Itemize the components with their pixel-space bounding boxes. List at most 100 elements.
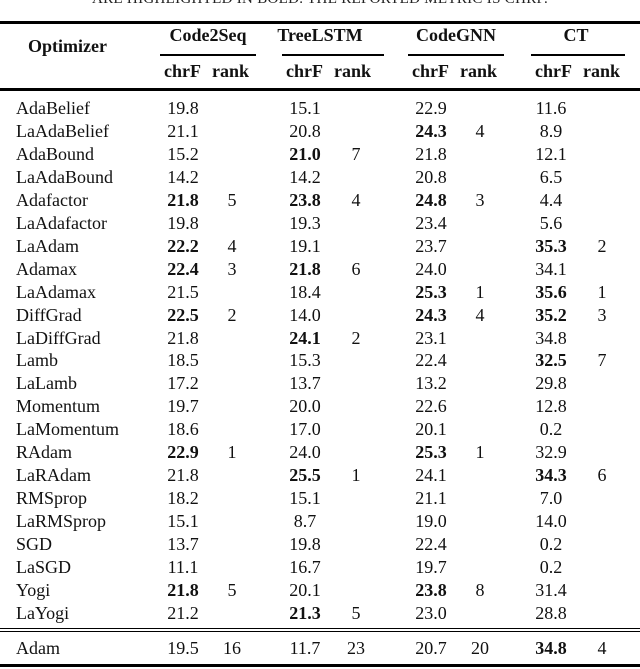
chrf-value: 17.2 xyxy=(167,373,199,394)
optimizer-name: Momentum xyxy=(16,396,100,417)
chrf-value: 25.5 xyxy=(289,465,321,486)
chrf-value: 15.3 xyxy=(289,350,321,371)
chrf-value: 19.8 xyxy=(289,534,321,555)
optimizer-name: RMSprop xyxy=(16,488,88,509)
chrf-value: 19.8 xyxy=(167,212,199,233)
chrf-value: 20.1 xyxy=(415,419,447,440)
table-caption: ARE HIGHLIGHTED IN BOLD. THE REPORTED ME… xyxy=(0,0,640,8)
chrf-value: 32.9 xyxy=(535,442,567,463)
chrf-value: 19.1 xyxy=(289,235,321,256)
rank-value: 6 xyxy=(351,258,361,279)
rank-value: 3 xyxy=(597,304,607,325)
chrf-value: 11.6 xyxy=(535,98,567,118)
optimizer-name: Adam xyxy=(16,638,60,658)
header-metric: chrF xyxy=(412,61,449,81)
chrf-value: 24.8 xyxy=(415,189,447,210)
chrf-value: 15.1 xyxy=(167,511,199,532)
chrf-value: 21.1 xyxy=(167,120,199,141)
chrf-value: 20.1 xyxy=(289,579,321,600)
chrf-value: 34.8 xyxy=(535,638,567,658)
chrf-value: 19.0 xyxy=(415,511,447,532)
rank-value: 5 xyxy=(351,602,361,623)
chrf-value: 18.4 xyxy=(289,281,321,302)
chrf-value: 22.4 xyxy=(415,350,447,371)
chrf-value: 22.2 xyxy=(167,235,199,256)
optimizer-name: LaSGD xyxy=(16,557,71,577)
header-group: Code2Seq xyxy=(169,25,247,45)
chrf-value: 35.3 xyxy=(535,235,567,256)
chrf-value: 23.0 xyxy=(415,602,447,623)
optimizer-name: Yogi xyxy=(16,579,51,600)
optimizer-name: LaAdam xyxy=(16,235,79,256)
chrf-value: 8.7 xyxy=(293,511,317,532)
chrf-value: 32.5 xyxy=(535,350,567,371)
rank-value: 23 xyxy=(347,638,365,658)
chrf-value: 0.2 xyxy=(539,419,563,440)
optimizer-name: AdaBound xyxy=(16,143,94,164)
chrf-value: 13.7 xyxy=(289,373,321,394)
optimizer-name: LaLamb xyxy=(16,373,77,394)
header-group: TreeLSTM xyxy=(277,25,363,45)
chrf-value: 21.0 xyxy=(289,143,321,164)
group-underline xyxy=(160,54,256,56)
header-rank: rank xyxy=(212,61,250,81)
header-optimizer: Optimizer xyxy=(28,36,107,56)
optimizer-name: LaDiffGrad xyxy=(16,327,101,348)
chrf-value: 14.2 xyxy=(167,166,199,187)
chrf-value: 21.8 xyxy=(167,579,199,600)
chrf-value: 34.3 xyxy=(535,465,567,486)
chrf-value: 21.1 xyxy=(415,488,447,509)
header-metric: chrF xyxy=(535,61,572,81)
chrf-value: 24.0 xyxy=(415,258,447,279)
header-rule xyxy=(0,88,640,91)
chrf-value: 19.3 xyxy=(289,212,321,233)
chrf-value: 19.7 xyxy=(167,396,199,417)
optimizer-name: SGD xyxy=(16,534,53,555)
chrf-value: 35.2 xyxy=(535,304,567,325)
rank-value: 16 xyxy=(223,638,241,658)
rank-value: 5 xyxy=(227,189,237,210)
chrf-value: 24.3 xyxy=(415,120,447,141)
chrf-value: 19.7 xyxy=(415,557,447,577)
group-underline xyxy=(282,54,384,56)
chrf-value: 13.7 xyxy=(167,534,199,555)
rank-value: 2 xyxy=(597,235,607,256)
chrf-value: 21.8 xyxy=(289,258,321,279)
chrf-value: 31.4 xyxy=(535,579,567,600)
chrf-value: 11.1 xyxy=(167,557,199,577)
chrf-value: 23.4 xyxy=(415,212,447,233)
chrf-value: 20.8 xyxy=(415,166,447,187)
optimizer-name: Lamb xyxy=(16,350,58,371)
double-rule-bottom xyxy=(0,631,640,632)
header-rank: rank xyxy=(583,61,621,81)
chrf-value: 21.8 xyxy=(167,327,199,348)
chrf-value: 8.9 xyxy=(539,120,563,141)
optimizer-name: LaAdafactor xyxy=(16,212,107,233)
optimizer-name: Adamax xyxy=(16,258,77,279)
chrf-value: 23.7 xyxy=(415,235,447,256)
chrf-value: 21.8 xyxy=(167,465,199,486)
header-metric: chrF xyxy=(164,61,201,81)
chrf-value: 4.4 xyxy=(539,189,563,210)
chrf-value: 14.0 xyxy=(289,304,321,325)
chrf-value: 15.1 xyxy=(289,98,321,118)
rank-value: 2 xyxy=(351,327,361,348)
optimizer-name: LaYogi xyxy=(16,602,70,623)
header-group: CodeGNN xyxy=(416,25,496,45)
chrf-value: 28.8 xyxy=(535,602,567,623)
chrf-value: 5.6 xyxy=(539,212,563,233)
chrf-value: 18.6 xyxy=(167,419,199,440)
chrf-value: 13.2 xyxy=(415,373,447,394)
optimizer-name: LaAdaBelief xyxy=(16,120,109,141)
rank-value: 4 xyxy=(475,304,485,325)
chrf-value: 6.5 xyxy=(539,166,563,187)
chrf-value: 22.9 xyxy=(415,98,447,118)
optimizer-name: LaMomentum xyxy=(16,419,119,440)
rank-value: 1 xyxy=(351,465,361,486)
optimizer-name: DiffGrad xyxy=(16,304,82,325)
double-rule-top xyxy=(0,628,640,629)
rank-value: 7 xyxy=(351,143,361,164)
rank-value: 8 xyxy=(475,579,485,600)
rank-value: 4 xyxy=(351,189,361,210)
chrf-value: 7.0 xyxy=(539,488,563,509)
